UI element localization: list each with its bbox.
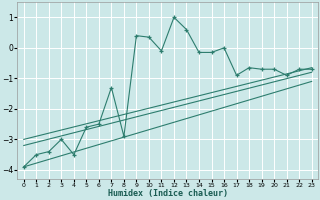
X-axis label: Humidex (Indice chaleur): Humidex (Indice chaleur) — [108, 189, 228, 198]
